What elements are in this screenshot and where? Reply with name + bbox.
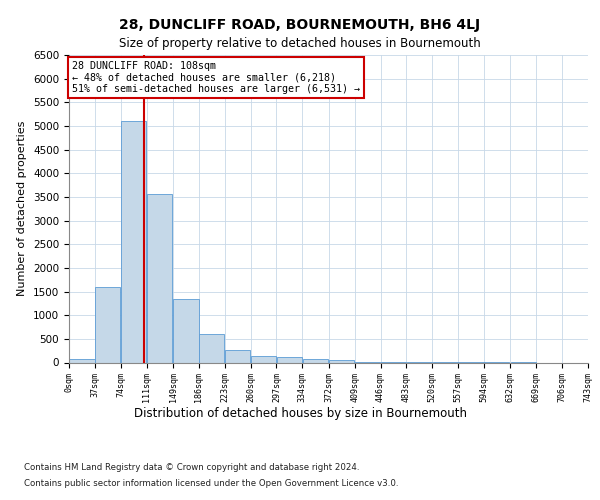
- Bar: [277, 357, 302, 362]
- Text: Contains HM Land Registry data © Crown copyright and database right 2024.: Contains HM Land Registry data © Crown c…: [24, 462, 359, 471]
- Bar: [95, 287, 121, 362]
- Bar: [121, 121, 146, 362]
- Bar: [225, 350, 250, 362]
- Bar: [147, 194, 172, 362]
- Bar: [302, 358, 328, 362]
- Text: 28 DUNCLIFF ROAD: 108sqm
← 48% of detached houses are smaller (6,218)
51% of sem: 28 DUNCLIFF ROAD: 108sqm ← 48% of detach…: [72, 60, 360, 94]
- Text: Contains public sector information licensed under the Open Government Licence v3: Contains public sector information licen…: [24, 479, 398, 488]
- Text: 28, DUNCLIFF ROAD, BOURNEMOUTH, BH6 4LJ: 28, DUNCLIFF ROAD, BOURNEMOUTH, BH6 4LJ: [119, 18, 481, 32]
- Bar: [329, 360, 355, 362]
- Bar: [199, 334, 224, 362]
- Bar: [69, 359, 95, 362]
- Bar: [251, 356, 276, 362]
- Bar: [173, 299, 199, 362]
- Text: Size of property relative to detached houses in Bournemouth: Size of property relative to detached ho…: [119, 38, 481, 51]
- Y-axis label: Number of detached properties: Number of detached properties: [17, 121, 28, 296]
- Text: Distribution of detached houses by size in Bournemouth: Distribution of detached houses by size …: [133, 408, 467, 420]
